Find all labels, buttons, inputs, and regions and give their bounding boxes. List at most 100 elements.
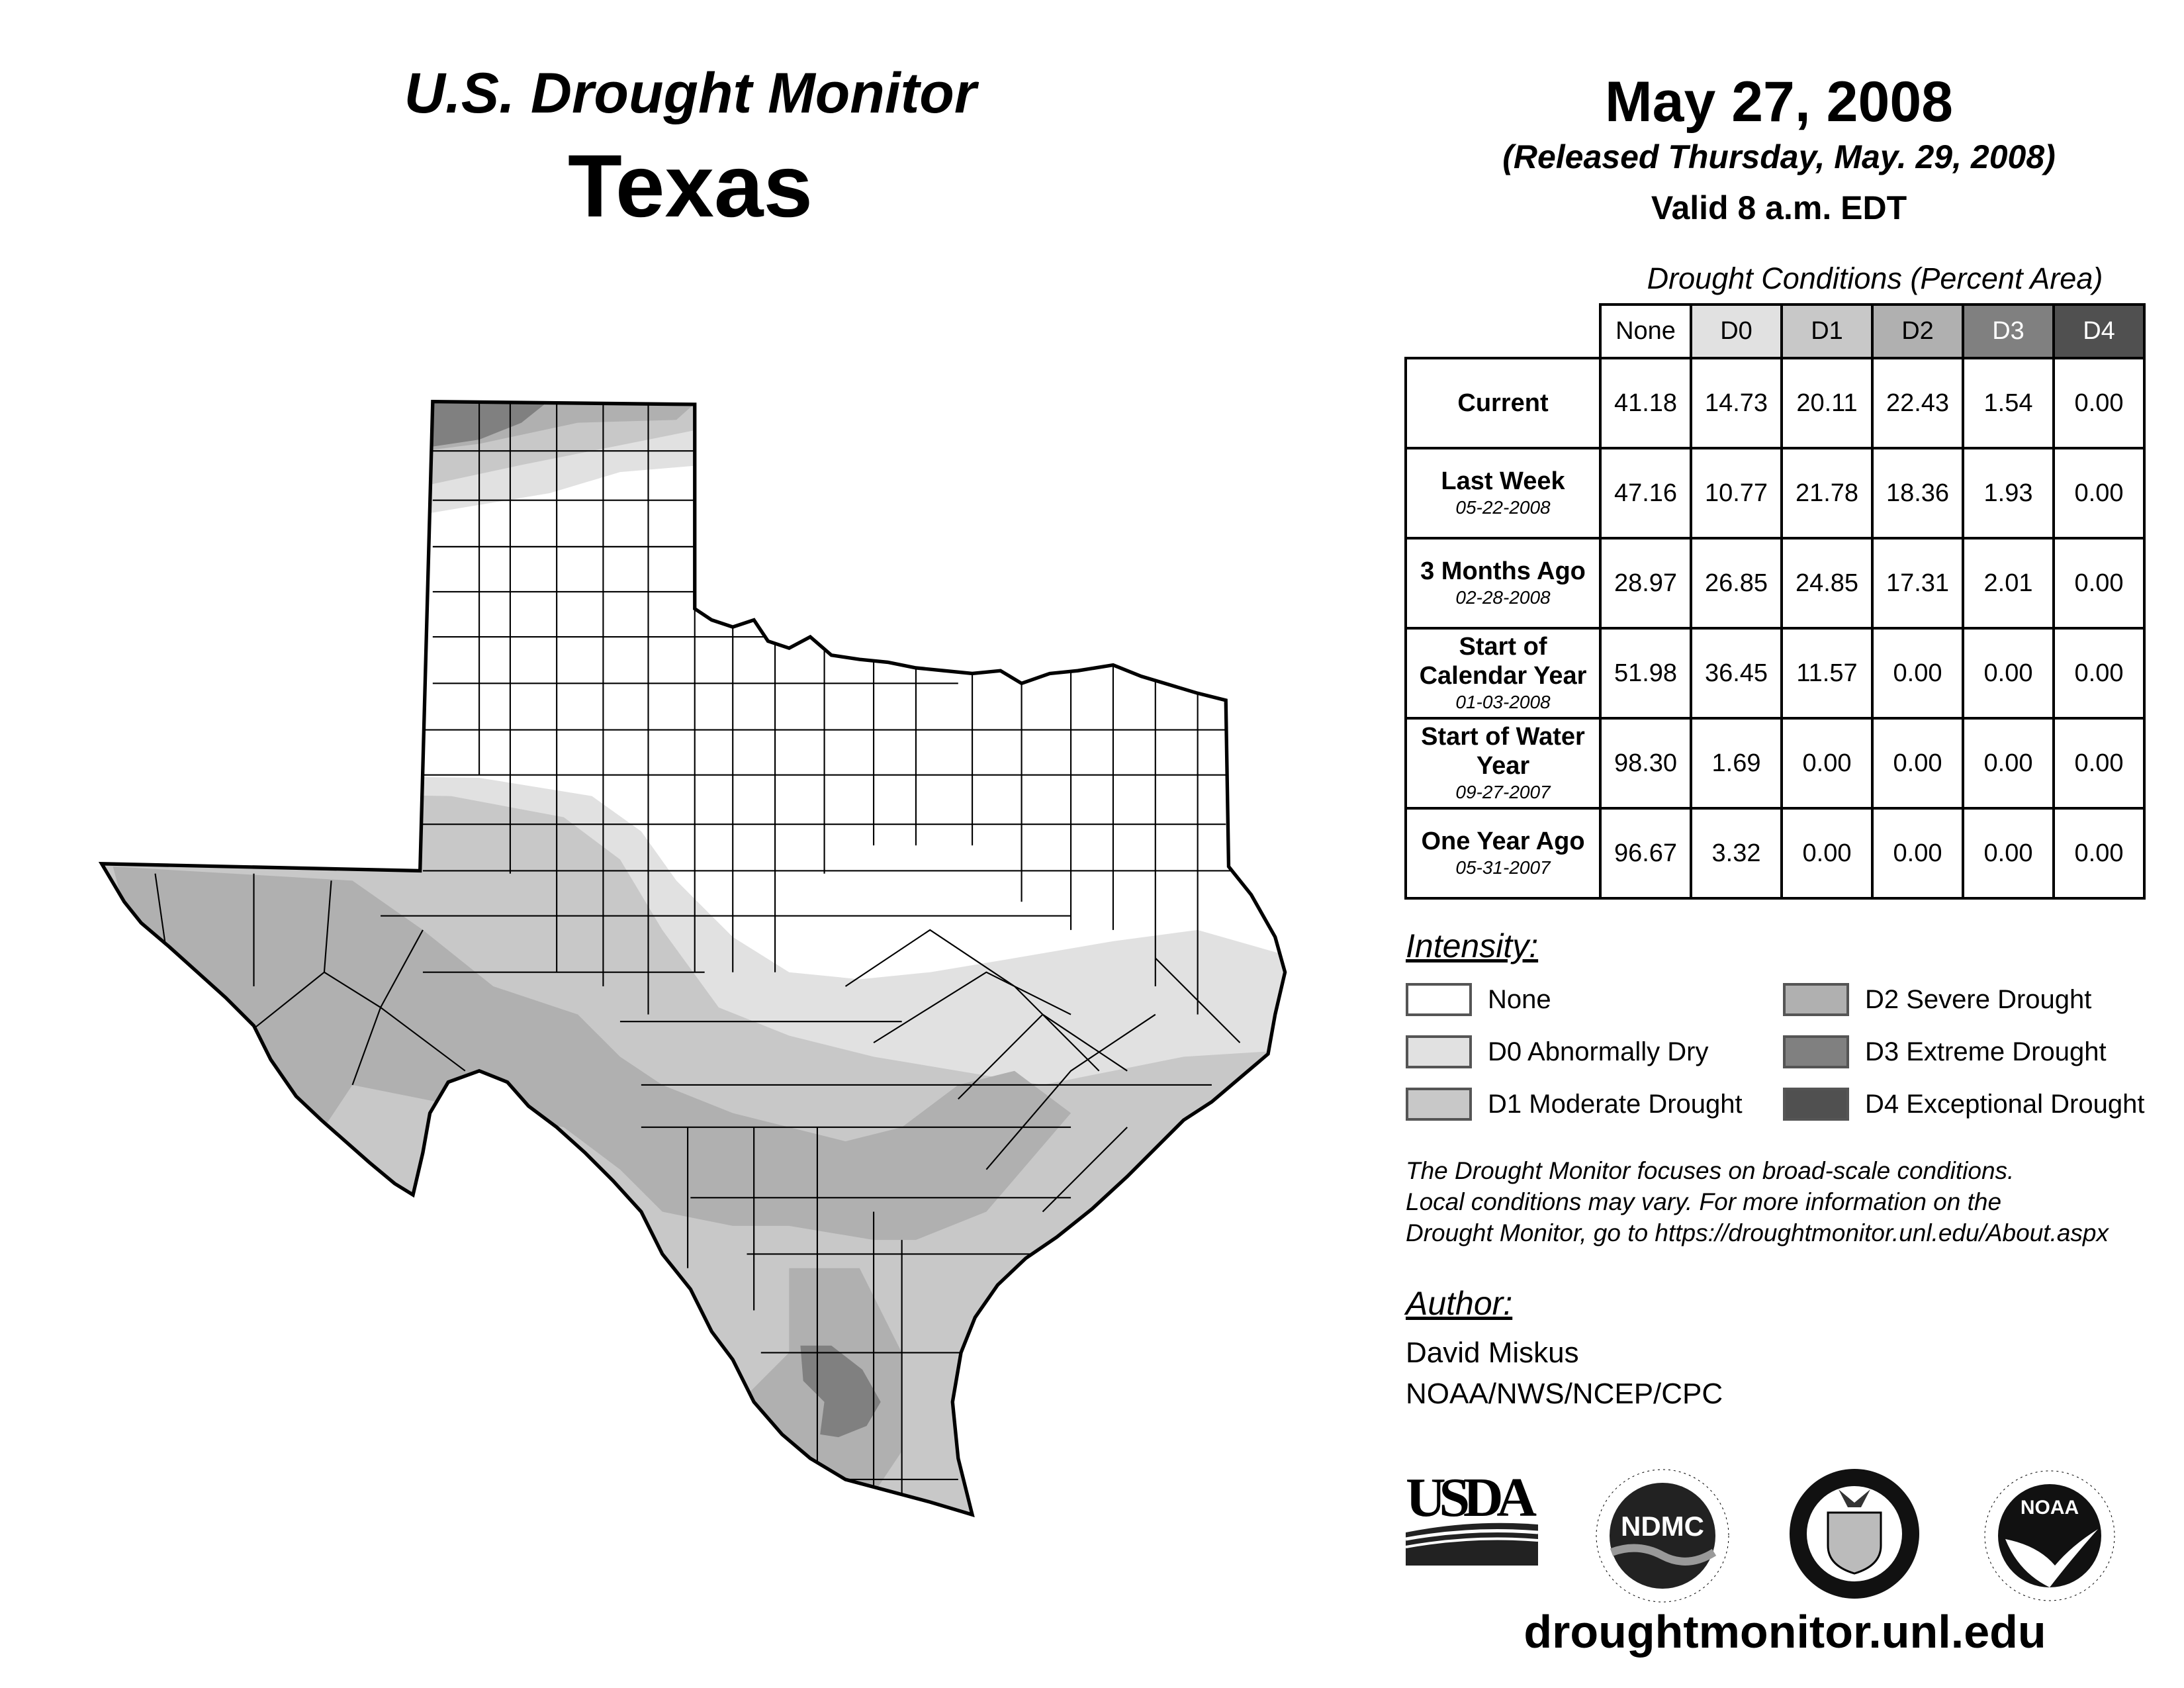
legend-item: D2 Severe Drought bbox=[1783, 983, 2091, 1016]
value-cell-d0: 3.32 bbox=[1690, 807, 1783, 900]
value-cell-d1: 0.00 bbox=[1780, 807, 1874, 900]
map-date: May 27, 2008 bbox=[1605, 70, 1953, 134]
col-header-none: None bbox=[1599, 303, 1692, 359]
table-header-row: None D0 D1 D2 D3 D4 bbox=[1406, 303, 2146, 359]
value-cell-d3: 1.54 bbox=[1962, 357, 2055, 449]
col-header-d0: D0 bbox=[1690, 303, 1783, 359]
value-cell-d0: 26.85 bbox=[1690, 537, 1783, 630]
author-heading: Author: bbox=[1406, 1285, 1513, 1322]
legend-item: D1 Moderate Drought bbox=[1406, 1088, 1743, 1121]
value-cell-d4: 0.00 bbox=[2052, 357, 2146, 449]
row-label-cell: One Year Ago 05-31-2007 bbox=[1404, 807, 1602, 900]
value-cell-d4: 0.00 bbox=[2052, 447, 2146, 539]
value-cell-d3: 0.00 bbox=[1962, 807, 2055, 900]
release-date: (Released Thursday, May. 29, 2008) bbox=[1502, 138, 2056, 175]
drought-conditions-table: None D0 D1 D2 D3 D4 Current 41.18 14.73 20.… bbox=[1404, 303, 2146, 900]
legend-item: D0 Abnormally Dry bbox=[1406, 1035, 1708, 1068]
value-cell-d1: 21.78 bbox=[1780, 447, 1874, 539]
value-cell-d2: 0.00 bbox=[1871, 627, 1964, 720]
legend-swatch bbox=[1783, 1088, 1849, 1121]
value-cell-d3: 0.00 bbox=[1962, 627, 2055, 720]
legend-item: D4 Exceptional Drought bbox=[1783, 1088, 2144, 1121]
value-cell-d0: 10.77 bbox=[1690, 447, 1783, 539]
row-label: One Year Ago bbox=[1421, 827, 1585, 855]
value-cell-none: 41.18 bbox=[1599, 357, 1692, 449]
legend-label: D1 Moderate Drought bbox=[1488, 1089, 1743, 1119]
value-cell-none: 47.16 bbox=[1599, 447, 1692, 539]
value-cell-d4: 0.00 bbox=[2052, 717, 2146, 810]
row-label-cell: Start of Calendar Year 01-03-2008 bbox=[1404, 627, 1602, 720]
row-date: 02-28-2008 bbox=[1455, 587, 1551, 608]
value-cell-d3: 0.00 bbox=[1962, 717, 2055, 810]
value-cell-d0: 1.69 bbox=[1690, 717, 1783, 810]
table-row: One Year Ago 05-31-2007 96.67 3.32 0.00 0.00 0… bbox=[1404, 807, 2146, 900]
table-title: Drought Conditions (Percent Area) bbox=[1647, 261, 2103, 295]
legend-item: None bbox=[1406, 983, 1551, 1016]
table-row: Current 41.18 14.73 20.11 22.43 1.54 0.00 bbox=[1404, 357, 2146, 449]
legend-item: D3 Extreme Drought bbox=[1783, 1035, 2107, 1068]
value-cell-d3: 2.01 bbox=[1962, 537, 2055, 630]
legend-label: None bbox=[1488, 984, 1551, 1014]
legend-swatch bbox=[1406, 1088, 1472, 1121]
row-label-cell: Last Week 05-22-2008 bbox=[1404, 447, 1602, 539]
col-header-d2: D2 bbox=[1871, 303, 1964, 359]
website-url[interactable]: droughtmonitor.unl.edu bbox=[1524, 1606, 2046, 1658]
legend-swatch bbox=[1783, 1035, 1849, 1068]
legend-swatch bbox=[1783, 983, 1849, 1016]
legend-label: D2 Severe Drought bbox=[1865, 984, 2092, 1014]
row-label: Start of Water Year bbox=[1421, 723, 1585, 780]
value-cell-d4: 0.00 bbox=[2052, 627, 2146, 720]
note-line: Drought Monitor, go to https://droughtmo… bbox=[1406, 1219, 2109, 1246]
legend-label: D3 Extreme Drought bbox=[1865, 1037, 2107, 1066]
legend-title: Intensity: bbox=[1406, 927, 1539, 964]
noaa-logo: NOAA bbox=[1984, 1470, 2115, 1601]
note-line: Local conditions may vary. For more info… bbox=[1406, 1188, 2002, 1215]
value-cell-d4: 0.00 bbox=[2052, 537, 2146, 630]
value-cell-d1: 11.57 bbox=[1780, 627, 1874, 720]
legend-swatch bbox=[1406, 1035, 1472, 1068]
row-label: Last Week bbox=[1441, 467, 1565, 495]
col-header-d1: D1 bbox=[1780, 303, 1874, 359]
value-cell-none: 98.30 bbox=[1599, 717, 1692, 810]
value-cell-d3: 1.93 bbox=[1962, 447, 2055, 539]
legend-label: D0 Abnormally Dry bbox=[1488, 1037, 1709, 1066]
value-cell-d0: 14.73 bbox=[1690, 357, 1783, 449]
d2-area-west bbox=[113, 867, 1071, 1241]
value-cell-d2: 17.31 bbox=[1871, 537, 1964, 630]
d3-area-panhandle bbox=[422, 401, 557, 448]
county-lines bbox=[154, 401, 1269, 1494]
usda-logo: USDA bbox=[1406, 1467, 1538, 1566]
table-row: Start of Water Year 09-27-2007 98.30 1.69 0.… bbox=[1404, 717, 2146, 810]
value-cell-d2: 18.36 bbox=[1871, 447, 1964, 539]
author-name: David Miskus bbox=[1406, 1336, 1579, 1369]
legend-label: D4 Exceptional Drought bbox=[1865, 1089, 2145, 1119]
value-cell-d1: 0.00 bbox=[1780, 717, 1874, 810]
disclaimer-note: The Drought Monitor focuses on broad-sca… bbox=[1406, 1155, 2109, 1248]
value-cell-none: 51.98 bbox=[1599, 627, 1692, 720]
value-cell-d1: 20.11 bbox=[1780, 357, 1874, 449]
row-date: 01-03-2008 bbox=[1455, 692, 1551, 712]
row-label: Start of Calendar Year bbox=[1419, 633, 1587, 690]
usda-logo-text: USDA bbox=[1406, 1467, 1537, 1528]
col-header-d4: D4 bbox=[2052, 303, 2146, 359]
d3-area-south bbox=[800, 1345, 881, 1438]
ndmc-logo-text: NDMC bbox=[1621, 1511, 1704, 1542]
row-label: 3 Months Ago bbox=[1420, 557, 1586, 585]
row-date: 09-27-2007 bbox=[1455, 782, 1551, 802]
ndmc-logo: NDMC bbox=[1596, 1469, 1729, 1603]
commerce-logo bbox=[1790, 1469, 1919, 1599]
legend-swatch bbox=[1406, 983, 1472, 1016]
row-date: 05-22-2008 bbox=[1455, 497, 1551, 518]
row-label: Current bbox=[1457, 389, 1549, 417]
row-label-cell: Start of Water Year 09-27-2007 bbox=[1404, 717, 1602, 810]
author-org: NOAA/NWS/NCEP/CPC bbox=[1406, 1378, 1723, 1410]
value-cell-d2: 0.00 bbox=[1871, 717, 1964, 810]
region-name: Texas bbox=[567, 137, 813, 236]
table-row: Last Week 05-22-2008 47.16 10.77 21.78 18.36 1… bbox=[1404, 447, 2146, 539]
row-label-cell: 3 Months Ago 02-28-2008 bbox=[1404, 537, 1602, 630]
table-corner bbox=[1406, 305, 1602, 359]
row-date: 05-31-2007 bbox=[1455, 857, 1551, 878]
row-label-cell: Current bbox=[1404, 357, 1602, 449]
note-line: The Drought Monitor focuses on broad-sca… bbox=[1406, 1157, 2015, 1184]
noaa-logo-text: NOAA bbox=[2021, 1497, 2079, 1519]
